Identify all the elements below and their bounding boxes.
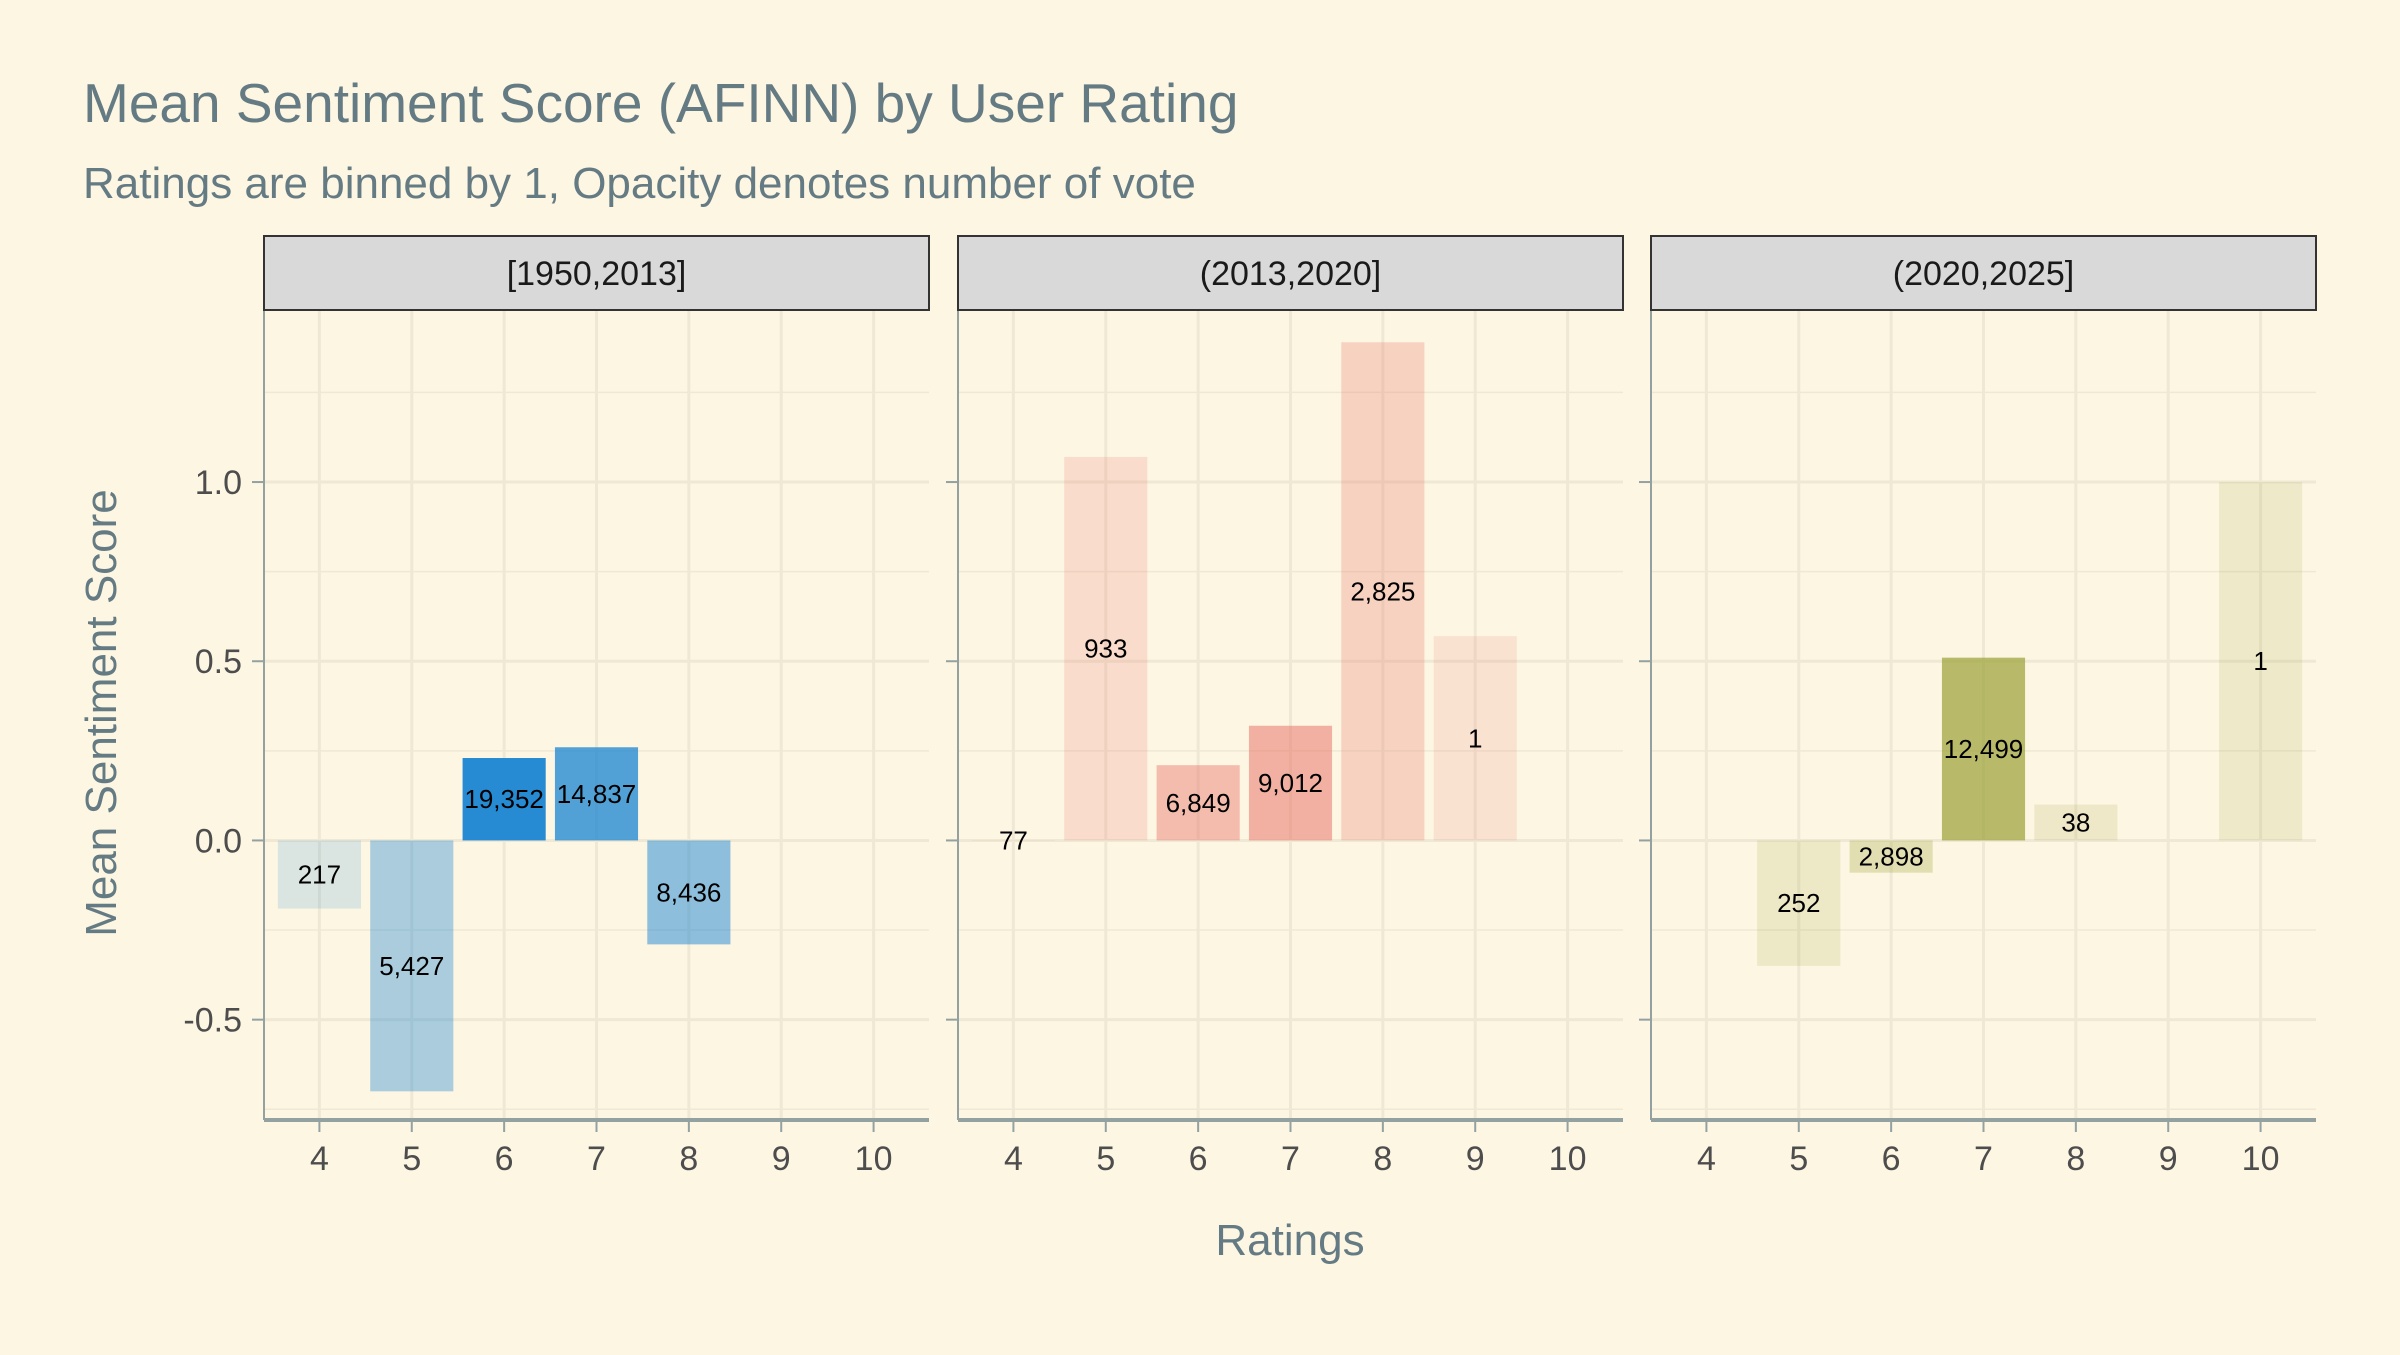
x-tick-label: 8 <box>1373 1140 1392 1178</box>
x-tick-label: 7 <box>1281 1140 1300 1178</box>
bar-count-label: 5,427 <box>379 951 444 981</box>
bar-count-label: 8,436 <box>656 877 721 907</box>
x-tick-label: 5 <box>1789 1140 1808 1178</box>
x-tick-label: 6 <box>495 1140 514 1178</box>
x-tick-label: 4 <box>1004 1140 1023 1178</box>
y-tick-label: 1.0 <box>195 464 242 502</box>
facet-strip <box>1650 235 2317 311</box>
y-tick-label: 0.0 <box>195 822 242 860</box>
bar <box>370 840 454 1092</box>
y-tick-label: -0.5 <box>183 1002 242 1040</box>
x-tick-label: 9 <box>772 1140 791 1178</box>
x-tick-label: 6 <box>1189 1140 1208 1178</box>
chart-title: Mean Sentiment Score (AFINN) by User Rat… <box>83 72 1238 134</box>
bar-count-label: 19,352 <box>464 784 544 814</box>
bar <box>277 840 361 909</box>
bar <box>1941 657 2026 841</box>
facet-strip-label: (2013,2020] <box>1200 255 1382 293</box>
bar-count-label: 1 <box>2253 646 2267 676</box>
bar-count-label: 933 <box>1084 634 1127 664</box>
bar <box>1849 840 1933 873</box>
bar-count-label: 2,898 <box>1859 842 1924 872</box>
x-tick-label: 5 <box>1096 1140 1115 1178</box>
bar <box>462 758 546 841</box>
bar-count-label: 6,849 <box>1166 788 1231 818</box>
chart-subtitle: Ratings are binned by 1, Opacity denotes… <box>83 159 1196 208</box>
bar <box>1156 765 1240 841</box>
x-tick-label: 5 <box>402 1140 421 1178</box>
x-tick-label: 10 <box>1549 1140 1587 1178</box>
bar <box>647 840 731 945</box>
bar-count-label: 12,499 <box>1944 734 2024 764</box>
x-tick-label: 7 <box>587 1140 606 1178</box>
bar-count-label: 1 <box>1468 723 1482 753</box>
x-tick-label: 4 <box>310 1140 329 1178</box>
x-tick-label: 10 <box>855 1140 893 1178</box>
bar-count-label: 9,012 <box>1258 768 1323 798</box>
facet-strip-label: (2020,2025] <box>1893 255 2075 293</box>
x-tick-label: 9 <box>2159 1140 2178 1178</box>
bar <box>1433 636 1517 841</box>
bar-count-label: 252 <box>1777 888 1820 918</box>
bar-count-label: 14,837 <box>557 779 637 809</box>
facet-panel: 217 5,427 19,352 14,837 8,436 4 5 6 7 8 9 10 [1950,2… <box>263 235 930 1178</box>
panels-layer: 217 5,427 19,352 14,837 8,436 4 5 6 7 8 9 10 [1950,2… <box>183 235 2317 1178</box>
x-tick-label: 8 <box>679 1140 698 1178</box>
bar-count-label: 2,825 <box>1350 576 1415 606</box>
bar <box>1341 342 1425 841</box>
x-tick-label: 8 <box>2066 1140 2085 1178</box>
facet-strip <box>263 235 930 311</box>
y-tick-label: 0.5 <box>195 643 242 681</box>
x-tick-label: 9 <box>1466 1140 1485 1178</box>
y-axis-title: Mean Sentiment Score <box>77 489 126 937</box>
x-tick-label: 7 <box>1974 1140 1993 1178</box>
bar <box>2034 804 2118 841</box>
x-tick-label: 6 <box>1882 1140 1901 1178</box>
bar-count-label: 38 <box>2061 808 2090 838</box>
bar-count-label: 217 <box>298 859 341 889</box>
bar <box>1248 725 1333 841</box>
x-tick-label: 10 <box>2242 1140 2280 1178</box>
bar-count-label: 77 <box>999 825 1028 855</box>
x-axis-title: Ratings <box>1215 1216 1364 1265</box>
bar <box>1757 840 1841 966</box>
facet-panel: 252 2,898 12,499 38 1 4 5 6 7 8 9 10 (2020,2025] <box>1650 235 2317 1178</box>
facet-strip-label: [1950,2013] <box>507 255 687 293</box>
bar <box>1064 456 1148 841</box>
facet-panel: 77 933 6,849 9,012 2,825 1 4 5 6 7 8 9 10 (2013,2020] <box>957 235 1624 1178</box>
bar <box>554 747 639 841</box>
x-tick-label: 4 <box>1697 1140 1716 1178</box>
facet-strip <box>957 235 1624 311</box>
bar <box>971 840 1055 841</box>
bar <box>2219 482 2303 841</box>
